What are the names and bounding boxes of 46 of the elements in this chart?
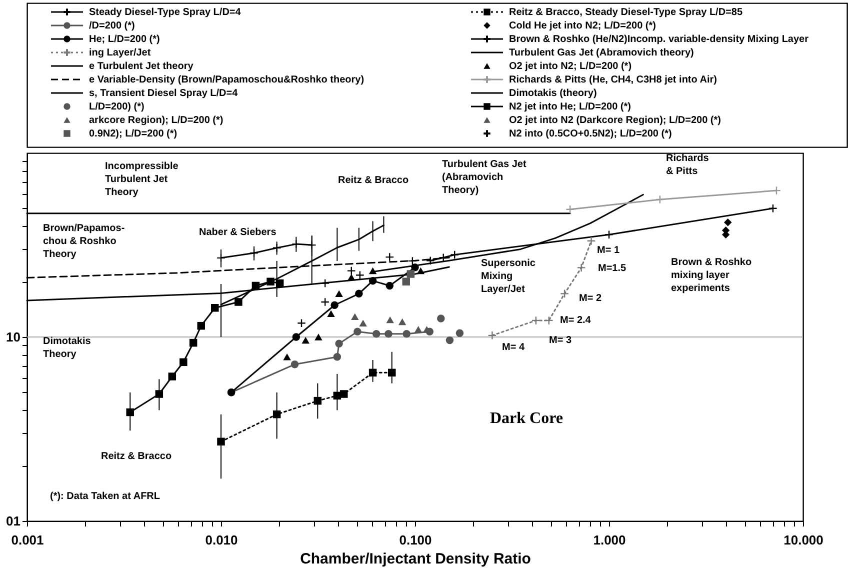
x-tick-label: 0.010 <box>205 532 238 548</box>
legend-label: arkcore Region); L/D=200 (*) <box>89 115 224 126</box>
annotation: M= 2 <box>579 293 602 304</box>
annotation: Naber & Siebers <box>199 227 277 238</box>
annotation: M= 4 <box>502 342 525 353</box>
legend-label: e Variable-Density (Brown/Papamoschou&Roshko theory) <box>89 74 364 86</box>
legend-label: e Turbulent Jet theory <box>89 61 194 72</box>
legend-label: s, Transient Diesel Spray L/D=4 <box>89 88 238 99</box>
annotation: Brown & Roshko mixing layer experiments <box>671 257 752 294</box>
legend-label: Reitz & Bracco, Steady Diesel-Type Spray L/D=85 <box>509 7 743 18</box>
legend-label: Dimotakis (theory) <box>509 88 597 99</box>
legend-label: He; L/D=200 (*) <box>89 34 160 45</box>
annotation: Dark Core <box>490 410 564 427</box>
annotation: Brown/Papamos- chou & Roshko Theory <box>43 223 125 260</box>
y-tick-label: 01 <box>6 514 20 528</box>
x-tick-label: 0.100 <box>399 532 432 548</box>
legend-label: /D=200 (*) <box>89 20 135 32</box>
legend-label: L/D=200) (*) <box>89 102 144 112</box>
legend-label: ing Layer/Jet <box>89 48 152 58</box>
annotation: Dimotakis Theory <box>43 336 92 360</box>
legend-label: O2 jet into N2 (Darkcore Region); L/D=200 (*) <box>509 115 721 126</box>
annotation: Reitz & Bracco <box>101 451 172 462</box>
x-tick-label: 1.000 <box>593 532 626 548</box>
y-tick-label: 10 <box>6 330 20 344</box>
legend-label: 0.9N2); L/D=200 (*) <box>89 128 178 140</box>
annotation: M=1.5 <box>598 263 627 274</box>
legend-label: Richards & Pitts (He, CH4, C3H8 jet into Air) <box>509 74 717 86</box>
annotation: Turbulent Gas Jet (Abramovich Theory) <box>442 159 527 196</box>
annotation: M= 1 <box>597 245 620 256</box>
annotation: Incompressible Turbulent Jet Theory <box>105 161 179 198</box>
annotation: Supersonic Mixing Layer/Jet <box>481 258 536 295</box>
legend-label: N2 jet into He; L/D=200 (*) <box>509 102 631 112</box>
legend-label: Brown & Roshko (He/N2)Incomp. variable-density Mixing Layer <box>509 34 809 45</box>
annotation: (*): Data Taken at AFRL <box>50 491 160 502</box>
legend-label: Cold He jet into N2; L/D=200 (*) <box>509 20 656 32</box>
legend-label: O2 jet into N2; L/D=200 (*) <box>509 61 632 72</box>
annotation: Richards & Pitts <box>666 153 710 177</box>
legend-label: N2 into (0.5CO+0.5N2); L/D=200 (*) <box>509 128 672 140</box>
annotation: M= 3 <box>549 335 572 346</box>
annotation: Reitz & Bracco <box>338 175 409 186</box>
x-tick-label: 10.000 <box>784 532 824 548</box>
x-tick-label: 0.001 <box>11 532 44 548</box>
annotation: M= 2.4 <box>560 315 592 326</box>
x-axis-title: Chamber/Injectant Density Ratio <box>300 550 531 568</box>
legend-label: Turbulent Gas Jet (Abramovich theory) <box>509 48 694 58</box>
legend-label: Steady Diesel-Type Spray L/D=4 <box>89 7 242 18</box>
